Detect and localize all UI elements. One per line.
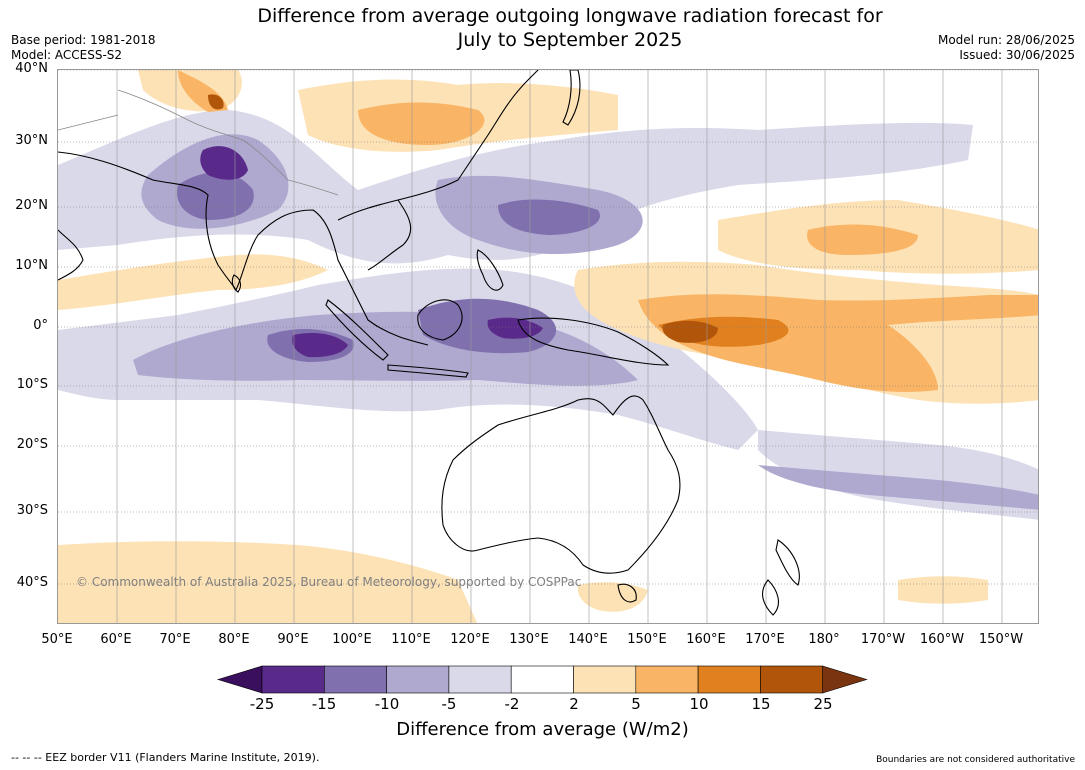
anomaly-map — [58, 70, 1038, 623]
lon-label: 120°E — [450, 632, 490, 647]
issued-date: Issued: 30/06/2025 — [959, 48, 1075, 62]
lat-label: 30°S — [16, 503, 48, 518]
eez-border-note: -- -- -- EEZ border V11 (Flanders Marine… — [11, 751, 320, 764]
lon-label: 90°E — [277, 632, 309, 647]
legend-swatch — [635, 665, 699, 694]
legend-label: 25 — [813, 695, 833, 713]
anomaly-field — [58, 70, 1038, 623]
legend-label: -2 — [504, 695, 520, 713]
lon-label: 170°E — [745, 632, 785, 647]
legend-arrow-max — [822, 665, 868, 694]
legend-swatch — [323, 665, 387, 694]
legend-arrow-min — [216, 665, 263, 694]
lat-label: 10°S — [16, 377, 48, 392]
legend-label: -25 — [249, 695, 275, 713]
legend-label: 15 — [751, 695, 771, 713]
lon-label: 170°W — [860, 632, 906, 647]
model-name: Model: ACCESS-S2 — [11, 48, 123, 62]
legend-label: 10 — [689, 695, 709, 713]
meta-left: Base period: 1981-2018 Model: ACCESS-S2 — [11, 33, 156, 63]
legend-title: Difference from average (W/m2) — [396, 719, 689, 740]
legend-swatch — [448, 665, 512, 694]
copyright-note: © Commonwealth of Australia 2025, Bureau… — [76, 575, 582, 589]
legend-label: 2 — [569, 695, 579, 713]
lon-label: 180° — [808, 632, 840, 647]
lon-label: 140°E — [568, 632, 608, 647]
map-panel — [57, 69, 1039, 624]
legend-label: -10 — [374, 695, 400, 713]
lon-label: 110°E — [391, 632, 431, 647]
legend-swatch — [760, 665, 824, 694]
lon-label: 50°E — [41, 632, 73, 647]
lon-label: 160°W — [919, 632, 965, 647]
meridians — [116, 70, 1003, 623]
lon-label: 80°E — [218, 632, 250, 647]
lat-label: 40°S — [16, 575, 48, 590]
lat-label: 10°N — [15, 258, 48, 273]
lon-label: 130°E — [509, 632, 549, 647]
lat-label: 0° — [33, 318, 48, 333]
legend-swatch — [573, 665, 637, 694]
legend-swatch — [697, 665, 761, 694]
lon-label: 150°E — [627, 632, 667, 647]
title-line-2: July to September 2025 — [457, 29, 683, 51]
legend-swatch — [386, 665, 450, 694]
model-run: Model run: 28/06/2025 — [937, 33, 1075, 47]
lat-label: 20°S — [16, 437, 48, 452]
boundaries-disclaimer: Boundaries are not considered authoritat… — [876, 755, 1075, 765]
legend-label: -15 — [311, 695, 337, 713]
lon-label: 150°W — [978, 632, 1024, 647]
base-period: Base period: 1981-2018 — [11, 33, 156, 47]
lon-label: 60°E — [100, 632, 132, 647]
lon-label: 160°E — [686, 632, 726, 647]
map-title: Difference from average outgoing longwav… — [0, 4, 1085, 52]
lon-label: 70°E — [159, 632, 191, 647]
coastlines — [58, 70, 800, 616]
borders — [58, 89, 339, 196]
legend-label: 5 — [631, 695, 641, 713]
meta-right: Model run: 28/06/2025 Issued: 30/06/2025 — [938, 33, 1075, 63]
legend-swatch — [261, 665, 325, 694]
lon-label: 100°E — [332, 632, 372, 647]
legend-swatch — [510, 665, 574, 694]
legend-label: -5 — [441, 695, 457, 713]
title-line-1: Difference from average outgoing longwav… — [257, 5, 883, 27]
lat-label: 30°N — [15, 133, 48, 148]
lat-label: 20°N — [15, 198, 48, 213]
lat-label: 40°N — [15, 61, 48, 76]
